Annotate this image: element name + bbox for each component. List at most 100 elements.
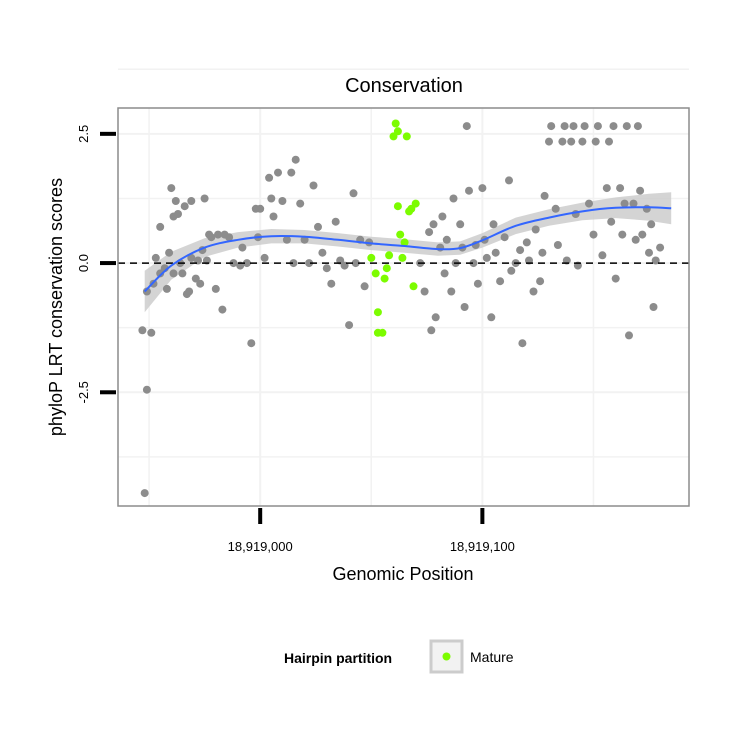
data-point [314, 222, 322, 231]
data-point [425, 228, 434, 237]
data-point [327, 279, 336, 288]
data-point [465, 186, 473, 195]
data-point [151, 253, 160, 262]
data-point [436, 243, 445, 252]
data-point [269, 212, 278, 221]
data-point [360, 282, 369, 291]
data-point [138, 326, 147, 335]
data-point [260, 253, 269, 262]
data-point [178, 269, 187, 278]
data-point [538, 248, 547, 257]
data-point [460, 303, 469, 311]
data-point-mature [411, 199, 420, 208]
data-point [536, 277, 545, 286]
data-point [560, 122, 569, 131]
data-point [593, 122, 602, 131]
x-tick-label: 18,919,000 [228, 539, 293, 554]
data-point [553, 241, 562, 249]
data-point [598, 251, 607, 260]
data-point [267, 194, 276, 203]
data-point [456, 220, 465, 229]
legend-title: Hairpin partition [284, 650, 392, 666]
data-point [605, 137, 613, 146]
data-point [242, 259, 251, 268]
data-point [585, 199, 593, 208]
data-point [647, 220, 656, 229]
data-point [238, 243, 247, 252]
data-point [185, 287, 194, 296]
y-tick-label: -2.5 [76, 381, 91, 403]
data-point [351, 259, 360, 268]
data-point [278, 197, 287, 205]
data-point [167, 184, 176, 193]
data-point [200, 194, 209, 203]
data-point [429, 220, 438, 229]
data-point-mature [407, 204, 416, 213]
data-point [309, 181, 318, 190]
data-point [469, 259, 478, 268]
points-other-series [138, 122, 665, 498]
y-axis-label: phyloP LRT conservation scores [46, 178, 66, 436]
data-point [247, 339, 256, 348]
data-point [229, 259, 238, 268]
x-axis-label: Genomic Position [332, 564, 473, 584]
data-point [296, 199, 305, 208]
data-point [156, 269, 165, 278]
data-point [420, 287, 429, 296]
data-point [180, 202, 189, 211]
data-point [633, 122, 642, 131]
data-point [551, 204, 560, 213]
data-point [522, 238, 531, 247]
x-ticks: 18,919,000 18,919,100 [228, 508, 515, 554]
points-mature-series [367, 119, 420, 337]
data-point [256, 204, 265, 213]
data-point [187, 253, 196, 262]
data-point [505, 176, 513, 185]
data-point [589, 230, 598, 239]
data-point [649, 303, 658, 311]
data-point [636, 186, 645, 195]
data-point [496, 277, 505, 286]
data-point [440, 269, 449, 278]
legend-key-point [442, 652, 451, 661]
data-point [529, 287, 538, 296]
data-point [318, 248, 327, 257]
data-point [631, 235, 640, 244]
data-point-mature [409, 282, 418, 291]
data-point-mature [373, 308, 382, 317]
data-point [438, 212, 447, 221]
data-point [616, 184, 625, 193]
data-point [442, 235, 451, 244]
data-point [609, 122, 618, 131]
data-point [282, 235, 291, 244]
data-point [165, 248, 174, 257]
grid-lines [118, 68, 689, 506]
data-point [651, 256, 660, 265]
data-point [331, 217, 340, 226]
data-point-mature [400, 238, 409, 247]
data-point [162, 284, 171, 293]
data-point-mature [378, 328, 387, 337]
data-point [611, 274, 620, 283]
data-point [656, 243, 665, 252]
data-point [305, 259, 314, 268]
smooth-line [143, 206, 672, 293]
data-point [567, 137, 576, 146]
data-point [545, 137, 553, 146]
data-point [540, 191, 549, 200]
x-tick-label: 18,919,100 [450, 539, 515, 554]
data-point [169, 269, 178, 278]
data-point [291, 155, 300, 164]
data-point [211, 284, 220, 293]
data-point-mature [380, 274, 389, 283]
smooth-curve [143, 206, 672, 293]
data-point [569, 122, 578, 131]
data-point [516, 246, 525, 255]
data-point [322, 264, 331, 273]
data-point [622, 122, 631, 131]
data-point [174, 210, 182, 218]
data-point [427, 326, 436, 335]
data-point [602, 184, 611, 193]
